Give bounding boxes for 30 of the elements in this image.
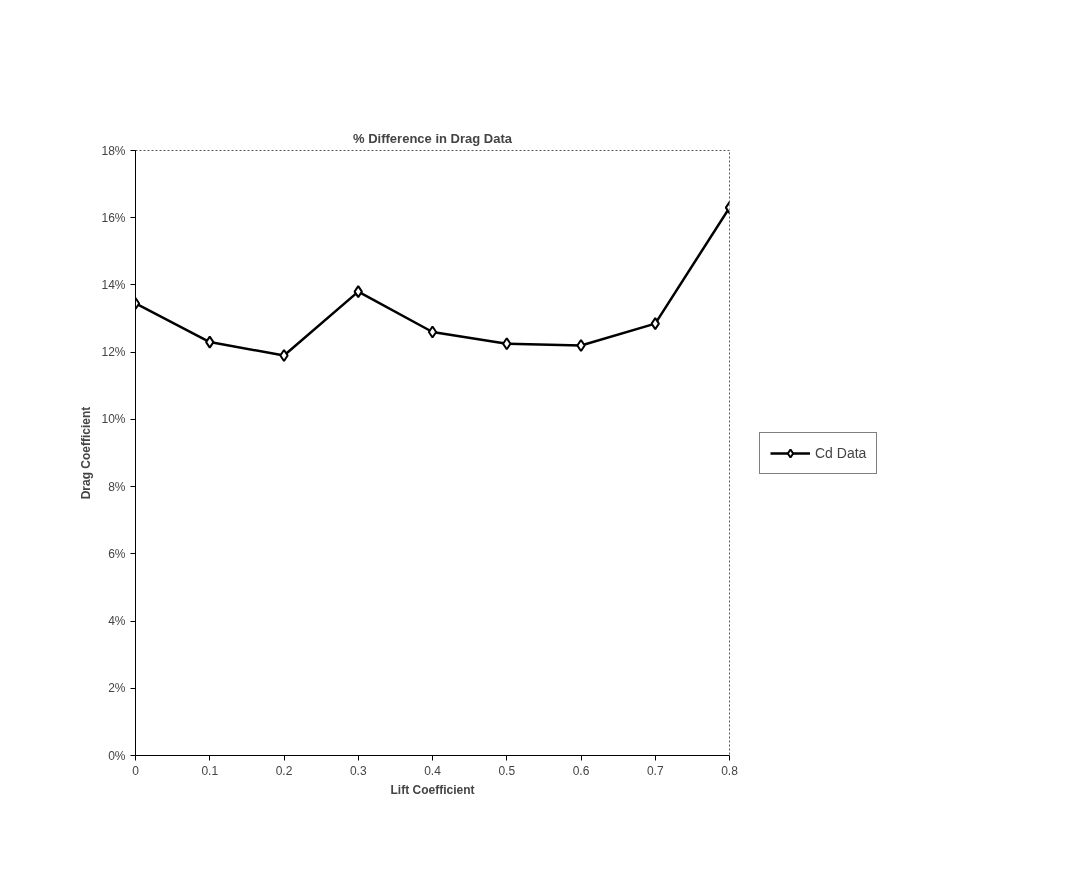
x-tick-label: 0.2 bbox=[275, 763, 293, 778]
y-tick-label: 6% bbox=[108, 546, 126, 561]
point bbox=[502, 337, 512, 351]
x-axis-title: Lift Coefficient bbox=[390, 782, 475, 797]
point bbox=[353, 285, 363, 299]
x-tick-label: 0.4 bbox=[424, 763, 442, 778]
x-tick-label: 0.8 bbox=[721, 763, 739, 778]
y-tick-label: 2% bbox=[108, 681, 126, 696]
y-tick-label: 12% bbox=[101, 345, 126, 360]
point bbox=[205, 335, 215, 349]
x-tick-label: 0.3 bbox=[349, 763, 367, 778]
y-tick-label: 14% bbox=[101, 277, 126, 292]
point bbox=[279, 349, 289, 363]
x-tick-label: 0.7 bbox=[646, 763, 664, 778]
chart-title: % Difference in Drag Data bbox=[353, 130, 513, 146]
y-tick-label: 10% bbox=[101, 412, 126, 427]
x-tick-label: 0.5 bbox=[498, 763, 516, 778]
y-tick-label: 0% bbox=[108, 748, 126, 763]
point bbox=[650, 317, 660, 331]
legend-label: Cd Data bbox=[815, 444, 867, 461]
y-tick-label: 8% bbox=[108, 479, 126, 494]
y-tick-label: 18% bbox=[101, 143, 126, 158]
point bbox=[576, 338, 586, 352]
x-tick-label: 0.6 bbox=[572, 763, 590, 778]
y-tick-label: 16% bbox=[101, 210, 126, 225]
x-tick-label: 0.1 bbox=[201, 763, 219, 778]
y-tick-label: 4% bbox=[108, 614, 126, 629]
x-tick-label: 0 bbox=[132, 763, 140, 778]
point bbox=[427, 325, 438, 339]
y-axis-title: Drag Coefficient bbox=[79, 406, 94, 500]
